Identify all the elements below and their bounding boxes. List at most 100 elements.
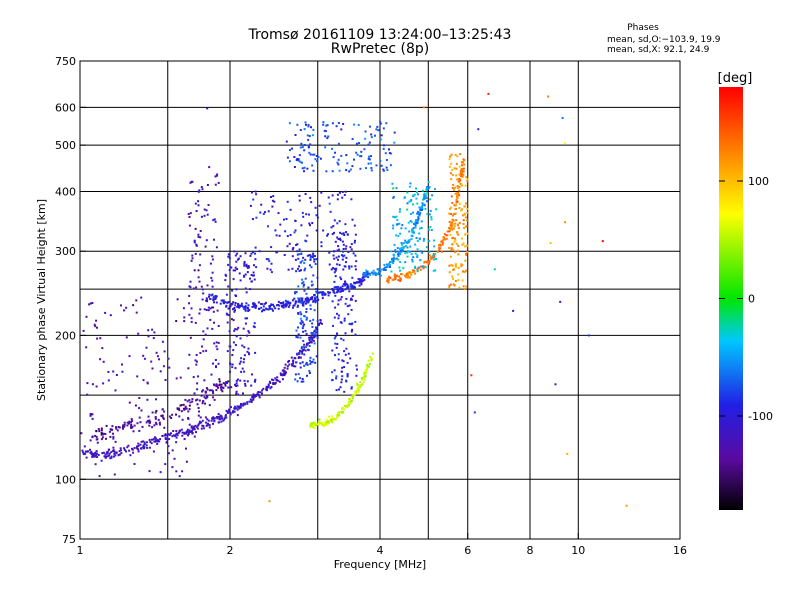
- data-point: [128, 355, 131, 358]
- data-point: [206, 298, 209, 301]
- data-point: [453, 240, 456, 243]
- data-point: [312, 252, 315, 255]
- data-point: [337, 255, 340, 258]
- data-point: [162, 416, 165, 419]
- data-point: [305, 292, 308, 295]
- data-point: [282, 306, 285, 309]
- data-point: [313, 294, 316, 297]
- data-point: [293, 156, 296, 158]
- data-point: [254, 246, 257, 249]
- data-point: [297, 312, 299, 314]
- data-point: [178, 475, 181, 478]
- data-point: [91, 417, 94, 420]
- data-point: [401, 224, 404, 227]
- data-point: [347, 285, 349, 288]
- data-point: [295, 291, 297, 294]
- data-point: [156, 442, 159, 445]
- data-point: [108, 454, 110, 457]
- data-point: [370, 358, 373, 361]
- data-point: [233, 307, 236, 309]
- data-point: [253, 322, 256, 325]
- data-point: [363, 273, 366, 276]
- data-point: [102, 360, 105, 363]
- data-point: [365, 271, 368, 274]
- data-point: [217, 413, 220, 416]
- data-point: [429, 198, 432, 201]
- data-point: [350, 386, 353, 389]
- data-point: [191, 400, 194, 403]
- data-point: [176, 432, 178, 435]
- data-point: [416, 191, 418, 193]
- data-point: [143, 443, 146, 445]
- data-point: [216, 417, 219, 420]
- data-point: [368, 272, 371, 275]
- data-point: [317, 156, 320, 158]
- data-point: [337, 299, 340, 302]
- data-point: [331, 415, 333, 418]
- data-point: [208, 424, 211, 427]
- data-point: [346, 233, 349, 236]
- data-point: [269, 387, 272, 390]
- data-point: [354, 390, 357, 393]
- data-point: [391, 261, 394, 264]
- data-point: [171, 449, 174, 452]
- data-point: [207, 306, 210, 309]
- data-point: [208, 293, 211, 296]
- data-point: [454, 212, 457, 215]
- data-point: [228, 269, 231, 271]
- data-point: [108, 452, 111, 455]
- data-point: [235, 260, 238, 263]
- data-point: [216, 173, 219, 176]
- data-point: [287, 305, 290, 308]
- data-point: [322, 293, 325, 296]
- data-point: [130, 427, 133, 429]
- data-point: [148, 424, 151, 427]
- data-point: [412, 194, 415, 197]
- data-point: [419, 259, 422, 262]
- data-point: [308, 372, 311, 374]
- data-point: [165, 434, 168, 437]
- data-point: [246, 380, 249, 383]
- data-point: [127, 422, 130, 425]
- data-point: [336, 249, 339, 252]
- data-point: [222, 387, 225, 390]
- data-point: [203, 208, 206, 211]
- data-point: [293, 166, 296, 168]
- data-point: [341, 408, 344, 411]
- data-point: [106, 455, 109, 458]
- data-point: [315, 258, 318, 261]
- data-point: [131, 426, 134, 429]
- data-point: [297, 304, 299, 307]
- data-point: [112, 449, 115, 452]
- data-point: [561, 117, 564, 119]
- data-point: [337, 142, 340, 145]
- data-point: [215, 389, 218, 392]
- data-point: [192, 376, 195, 379]
- data-point: [363, 275, 366, 278]
- data-point: [431, 256, 434, 259]
- data-point: [452, 223, 455, 226]
- data-point: [295, 244, 298, 246]
- data-point: [343, 265, 346, 268]
- data-point: [258, 307, 261, 310]
- data-point: [389, 261, 392, 264]
- data-point: [207, 204, 210, 206]
- data-point: [465, 176, 468, 179]
- data-point: [337, 163, 340, 166]
- data-point: [297, 158, 300, 161]
- data-point: [324, 146, 327, 149]
- data-point: [466, 208, 469, 210]
- data-point: [366, 274, 369, 277]
- data-point: [363, 373, 366, 376]
- data-point: [389, 164, 392, 167]
- data-point: [123, 421, 126, 424]
- data-point: [229, 363, 232, 366]
- data-point: [403, 246, 406, 249]
- data-point: [461, 175, 464, 178]
- data-point: [214, 183, 217, 186]
- data-point: [400, 227, 403, 230]
- data-point: [188, 216, 191, 218]
- data-point: [205, 387, 208, 390]
- data-point: [344, 288, 347, 291]
- data-point: [205, 396, 208, 399]
